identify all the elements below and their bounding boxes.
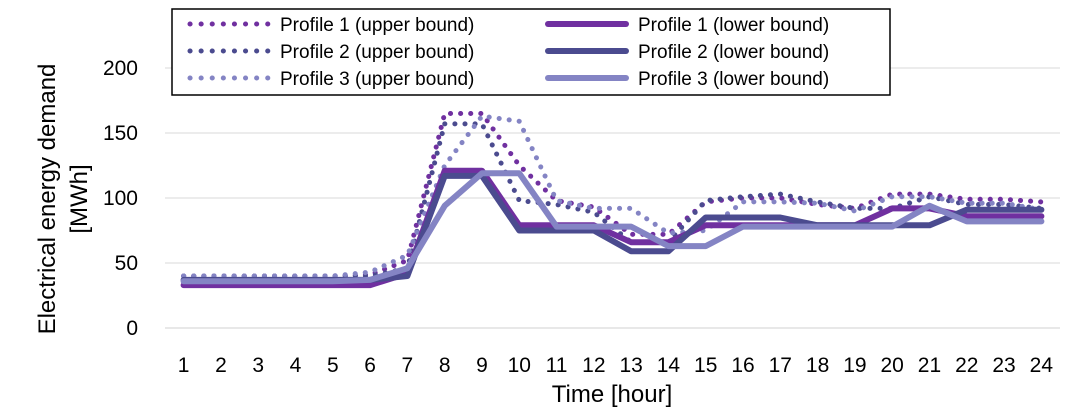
legend-label: Profile 3 (upper bound) [280,69,474,90]
y-tick-label: 100 [103,187,138,210]
y-tick-label: 150 [103,122,138,145]
legend: Profile 1 (upper bound) Profile 1 (lower … [171,8,891,96]
x-tick-label: 22 [955,354,978,377]
x-tick-label: 7 [402,354,414,377]
x-tick-label: 6 [364,354,376,377]
x-tick-label: 21 [918,354,941,377]
x-tick-label: 11 [546,354,568,377]
y-tick-label: 0 [126,317,138,340]
legend-item: Profile 2 (lower bound) [545,42,829,63]
y-axis-title-line-2: [MWh] [66,164,93,233]
x-tick-label: 12 [582,354,605,377]
x-tick-label: 3 [252,354,264,377]
legend-item: Profile 3 (lower bound) [545,69,829,90]
x-tick-label: 23 [992,354,1015,377]
legend-label: Profile 3 (lower bound) [638,69,829,90]
legend-label: Profile 2 (upper bound) [280,42,474,63]
series-5 [181,113,1044,279]
x-tick-label: 4 [290,354,302,377]
x-tick-label: 10 [508,354,531,377]
legend-label: Profile 1 (lower bound) [638,15,829,36]
x-tick-label: 1 [178,354,190,377]
x-tick-label: 19 [843,354,866,377]
x-tick-label: 18 [806,354,829,377]
x-tick-label: 24 [1030,354,1054,377]
series-2 [180,167,1045,289]
legend-item: Profile 1 (lower bound) [545,15,829,36]
legend-item: Profile 1 (upper bound) [187,15,474,36]
series-6 [180,170,1045,285]
y-axis-title-line-1: Electrical energy demand [34,64,61,335]
x-tick-label: 8 [439,354,451,377]
x-tick-label: 14 [657,354,681,377]
x-tick-label: 16 [731,354,754,377]
legend-item: Profile 2 (upper bound) [187,42,474,63]
x-axis-title: Time [hour] [552,381,672,408]
legend-box [171,8,891,96]
legend-label: Profile 2 (lower bound) [638,42,829,63]
x-tick-label: 5 [327,354,339,377]
x-tick-label: 15 [694,354,717,377]
x-tick-label: 13 [619,354,642,377]
x-tick-label: 2 [215,354,227,377]
legend-label: Profile 1 (upper bound) [280,15,474,36]
series-line [180,170,1045,285]
series-lines [180,111,1045,289]
x-tick-label: 20 [881,354,904,377]
y-tick-label: 50 [115,252,138,275]
x-tick-label: 17 [769,354,792,377]
x-tick-label: 9 [476,354,488,377]
series-line [180,167,1045,289]
y-axis-title: Electrical energy demand [MWh] [34,64,93,335]
legend-item: Profile 3 (upper bound) [187,69,474,90]
y-tick-label: 200 [103,57,138,80]
series-line [181,113,1044,279]
